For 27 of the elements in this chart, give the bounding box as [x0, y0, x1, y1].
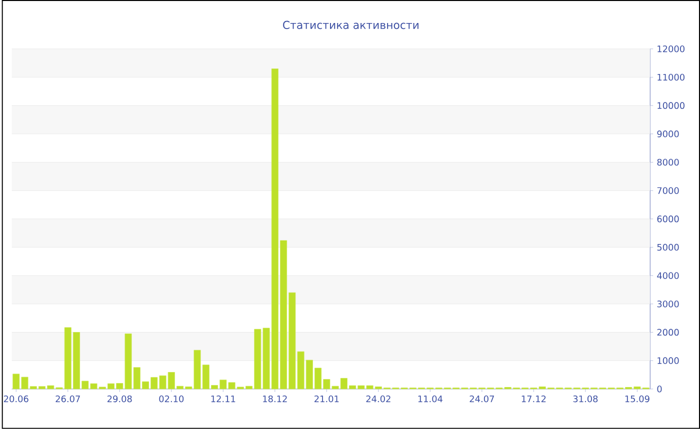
- x-tick-label: 11.04: [418, 396, 442, 402]
- x-tick-label: 12.11: [211, 396, 236, 402]
- y-tick-label: 12000: [658, 46, 684, 52]
- y-tick-label: 5000: [657, 244, 679, 251]
- x-tick-label: 24.02: [366, 396, 390, 402]
- x-tick-label: 31.08: [573, 396, 598, 402]
- x-tick-label: 21.01: [314, 396, 339, 402]
- x-tick-label: 29.08: [107, 396, 132, 402]
- y-tick-label: 8000: [657, 158, 679, 166]
- y-tick-label: 3000: [657, 300, 679, 308]
- y-tick-label: 2000: [657, 328, 679, 336]
- x-tick-label: 17.12: [522, 396, 546, 402]
- y-tick-label: 10000: [658, 102, 684, 109]
- y-tick-label: 7000: [657, 187, 679, 194]
- chart-title: Статистика активности: [283, 20, 418, 30]
- x-tick-label: 18.12: [263, 396, 287, 402]
- y-tick-label: 11000: [658, 74, 684, 81]
- x-tick-label: 02.10: [159, 396, 184, 402]
- x-tick-label: 26.07: [56, 396, 80, 402]
- y-tick-label: 9000: [657, 130, 679, 138]
- y-tick-label: 1000: [658, 357, 679, 364]
- y-tick-label: 6000: [657, 216, 679, 222]
- y-tick-label: 0: [657, 386, 662, 392]
- x-tick-label: 15.09: [625, 396, 650, 402]
- x-tick-label: 24.07: [470, 396, 494, 402]
- x-tick-label: 20.06: [4, 396, 28, 402]
- y-tick-label: 4000: [657, 272, 679, 280]
